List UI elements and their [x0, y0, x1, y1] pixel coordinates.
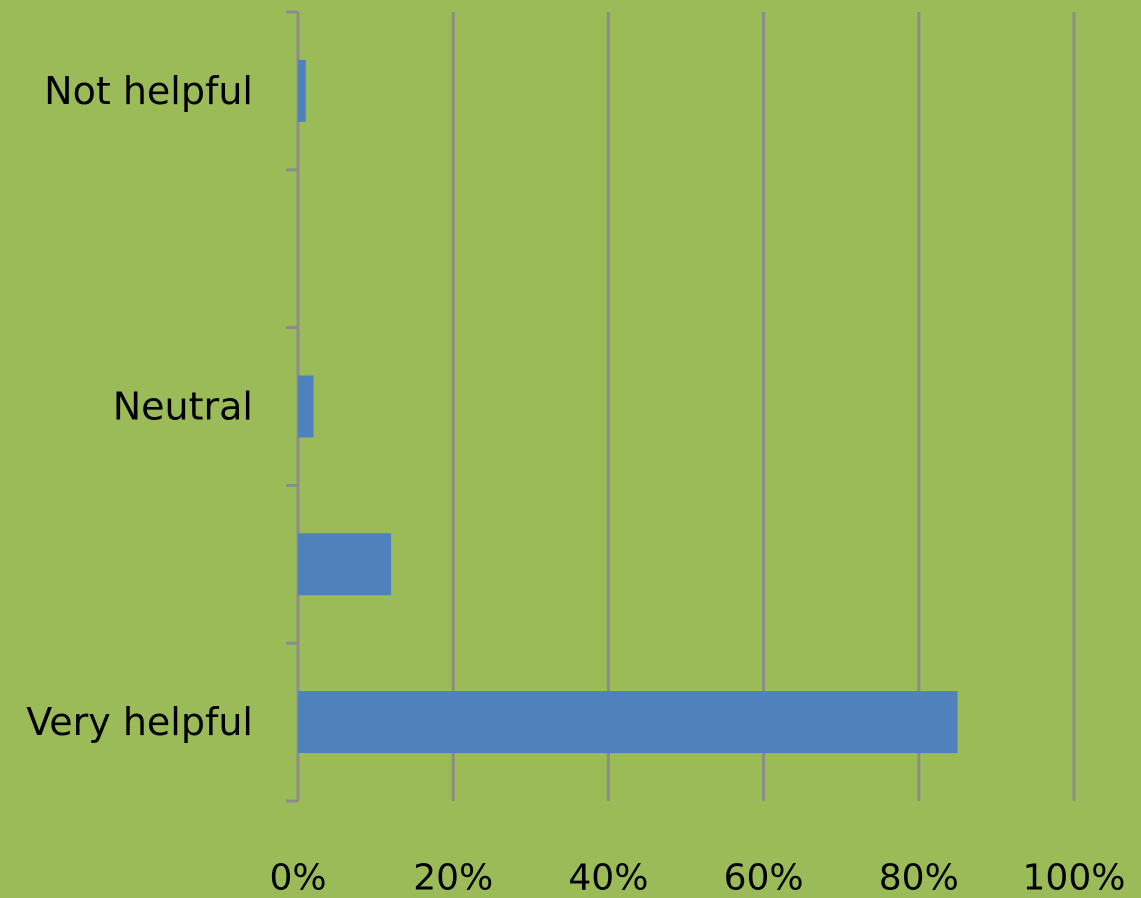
x-tick-label: 80%: [879, 858, 959, 898]
bar-category-1: [298, 533, 392, 596]
bars: [298, 59, 958, 754]
gridlines: [451, 12, 1076, 801]
category-label: Not helpful: [44, 69, 253, 113]
x-tick-label: 20%: [413, 858, 493, 898]
x-tick-label: 0%: [269, 858, 326, 898]
category-labels: Very helpful Neutral Not helpful: [26, 69, 253, 744]
bar-very-helpful: [298, 691, 958, 754]
bar-not-helpful: [298, 59, 306, 122]
category-label: Very helpful: [26, 700, 253, 744]
x-tick-labels: 0% 20% 40% 60% 80% 100%: [269, 858, 1125, 898]
x-tick-label: 40%: [568, 858, 648, 898]
axes: [286, 10, 300, 803]
bar-neutral: [298, 375, 314, 438]
x-tick-label: 100%: [1023, 858, 1126, 898]
category-label: Neutral: [113, 385, 253, 429]
x-tick-label: 60%: [724, 858, 804, 898]
